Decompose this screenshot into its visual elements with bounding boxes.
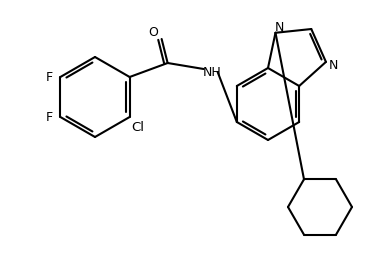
Text: F: F — [46, 111, 53, 124]
Text: Cl: Cl — [131, 120, 144, 133]
Text: NH: NH — [202, 66, 221, 78]
Text: N: N — [275, 21, 284, 34]
Text: N: N — [329, 59, 339, 73]
Text: O: O — [149, 25, 159, 39]
Text: F: F — [46, 70, 53, 83]
